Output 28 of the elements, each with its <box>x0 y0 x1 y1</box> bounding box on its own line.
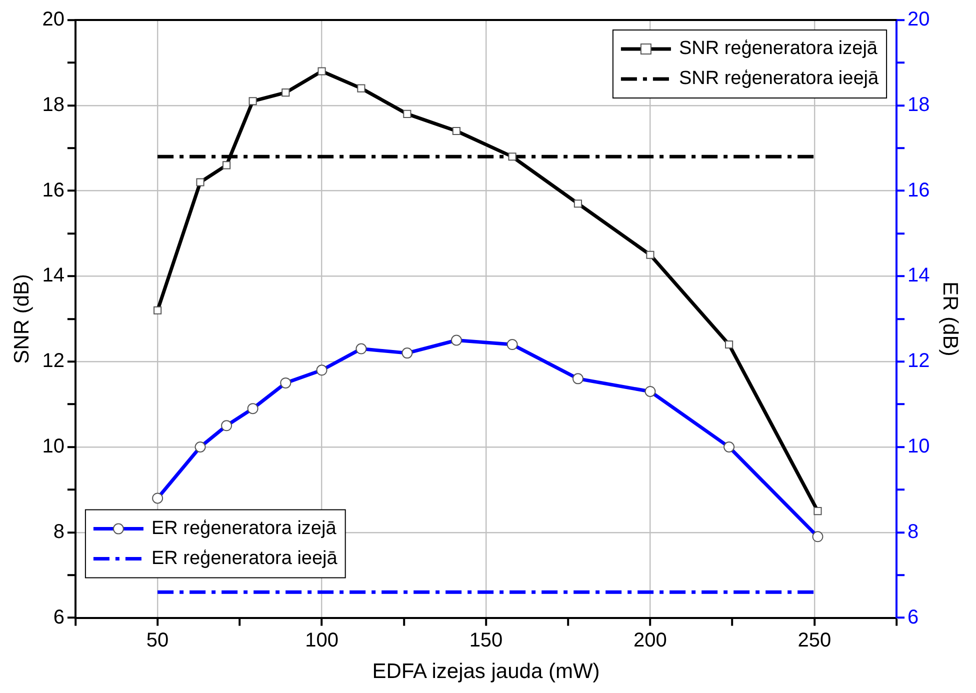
y2-tick-label: 20 <box>908 8 930 31</box>
y-tick-label: 14 <box>42 264 64 287</box>
legend-label: SNR reģeneratora ieejā <box>678 68 879 90</box>
x-tick-label: 200 <box>634 629 667 652</box>
y-tick-label: 18 <box>42 94 64 116</box>
y2-tick-label: 18 <box>908 94 930 116</box>
x-axis-title: EDFA izejas jauda (mW) <box>372 660 600 684</box>
y2-tick-label: 12 <box>908 350 930 372</box>
y2-tick-label: 14 <box>908 264 930 287</box>
legend-label: ER reģeneratora ieejā <box>151 548 338 570</box>
y-tick-label: 10 <box>42 436 64 458</box>
y-axis-title: SNR (dB) <box>10 274 34 364</box>
x-tick-label: 250 <box>798 629 832 652</box>
legend-label: SNR reģeneratora izejā <box>678 38 878 60</box>
y2-tick-label: 16 <box>908 179 930 202</box>
y-tick-label: 12 <box>42 350 64 372</box>
x-tick-label: 100 <box>305 629 338 652</box>
y-tick-label: 16 <box>42 179 64 202</box>
y2-tick-label: 10 <box>908 436 930 458</box>
y2-axis-title: ER (dB) <box>938 282 962 356</box>
x-tick-label: 50 <box>146 629 169 652</box>
y-tick-label: 6 <box>53 606 64 628</box>
y2-tick-label: 6 <box>908 606 919 628</box>
x-tick-label: 150 <box>469 629 503 652</box>
y-tick-label: 20 <box>42 8 64 31</box>
y-tick-label: 8 <box>53 520 64 543</box>
legend-label: ER reģeneratora izejā <box>151 518 337 540</box>
y2-tick-label: 8 <box>908 520 919 543</box>
